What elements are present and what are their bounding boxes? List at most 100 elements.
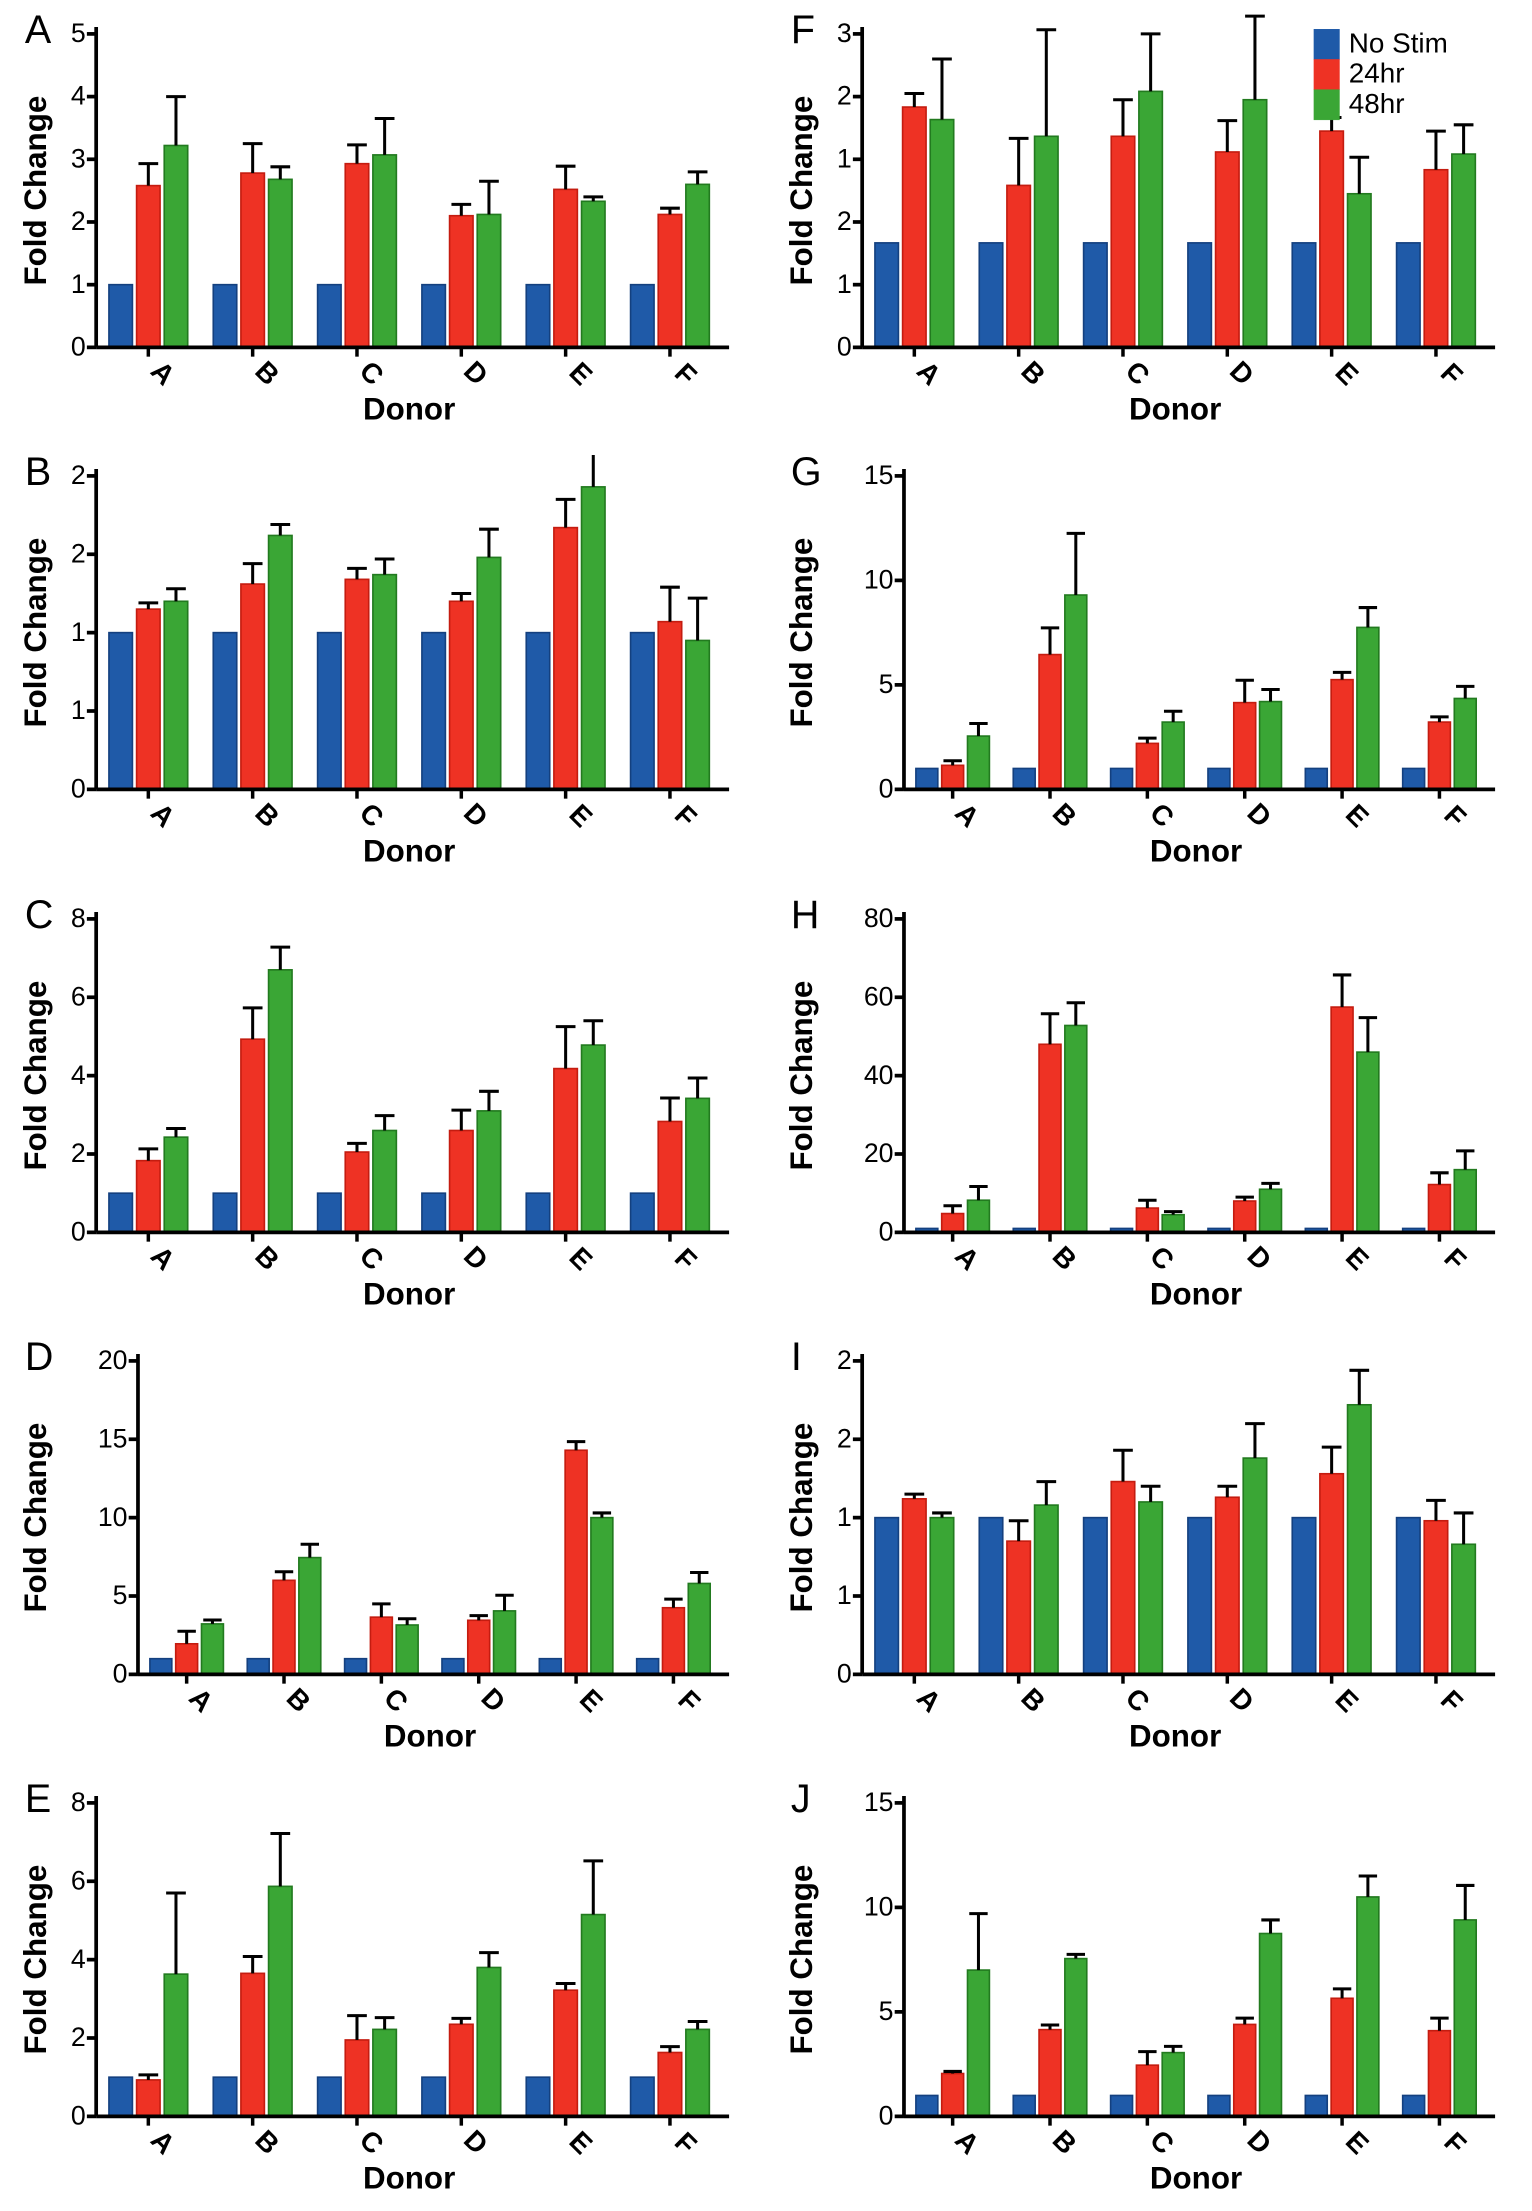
svg-text:D: D	[458, 2124, 494, 2160]
svg-text:A: A	[949, 2124, 985, 2160]
svg-text:E: E	[1329, 356, 1364, 391]
svg-text:2: 2	[71, 1138, 86, 1168]
svg-text:Donor: Donor	[363, 2160, 455, 2195]
svg-text:A: A	[911, 1682, 947, 1718]
svg-text:1: 1	[71, 617, 86, 647]
svg-text:B: B	[249, 355, 285, 391]
svg-text:E: E	[563, 798, 598, 833]
svg-text:C: C	[354, 355, 390, 391]
svg-text:10: 10	[864, 1892, 894, 1922]
svg-text:E: E	[1340, 798, 1375, 833]
svg-text:I: I	[791, 1340, 802, 1379]
svg-text:D: D	[475, 1682, 511, 1718]
svg-text:6: 6	[71, 1865, 86, 1895]
svg-text:C: C	[354, 1240, 390, 1276]
svg-text:Fold Change: Fold Change	[789, 1865, 819, 2055]
svg-text:J: J	[791, 1782, 811, 1821]
svg-text:F: F	[1438, 1242, 1472, 1276]
svg-text:1: 1	[837, 269, 852, 299]
svg-text:B: B	[1047, 2124, 1083, 2160]
svg-text:2: 2	[837, 81, 852, 111]
svg-text:E: E	[1340, 1241, 1375, 1276]
svg-text:15: 15	[98, 1423, 128, 1453]
svg-text:D: D	[458, 1240, 494, 1276]
svg-text:2: 2	[71, 206, 86, 236]
svg-text:C: C	[354, 2124, 390, 2160]
svg-text:Donor: Donor	[1150, 1276, 1242, 1311]
svg-text:0: 0	[837, 1658, 852, 1688]
svg-text:1: 1	[837, 1580, 852, 1610]
svg-text:A: A	[145, 2124, 181, 2160]
svg-text:2: 2	[71, 2022, 86, 2052]
svg-text:E: E	[563, 356, 598, 391]
svg-text:Donor: Donor	[1129, 1718, 1221, 1753]
svg-text:0: 0	[71, 2101, 86, 2131]
svg-text:2: 2	[71, 539, 86, 569]
svg-text:F: F	[672, 1684, 706, 1718]
svg-text:0: 0	[71, 332, 86, 362]
svg-text:C: C	[1144, 797, 1180, 833]
svg-text:B: B	[281, 1682, 317, 1718]
svg-text:B: B	[1015, 355, 1051, 391]
svg-text:F: F	[791, 13, 815, 52]
svg-text:F: F	[669, 800, 703, 834]
svg-text:A: A	[911, 355, 947, 391]
svg-text:Fold Change: Fold Change	[23, 1865, 53, 2055]
svg-text:Donor: Donor	[363, 392, 455, 427]
svg-text:0: 0	[71, 1216, 86, 1246]
svg-text:F: F	[1438, 800, 1472, 834]
svg-text:1: 1	[71, 269, 86, 299]
svg-text:C: C	[25, 898, 54, 937]
svg-text:C: C	[1144, 1240, 1180, 1276]
svg-text:Donor: Donor	[363, 834, 455, 869]
svg-text:B: B	[249, 1240, 285, 1276]
svg-text:C: C	[1120, 355, 1156, 391]
svg-text:0: 0	[879, 774, 894, 804]
svg-text:5: 5	[879, 669, 894, 699]
svg-text:5: 5	[71, 18, 86, 48]
svg-text:20: 20	[98, 1345, 128, 1375]
svg-text:8: 8	[71, 1787, 86, 1817]
svg-text:0: 0	[879, 2101, 894, 2131]
svg-text:D: D	[1224, 355, 1260, 391]
svg-text:A: A	[949, 797, 985, 833]
svg-text:0: 0	[113, 1658, 128, 1688]
svg-text:E: E	[563, 1241, 598, 1276]
svg-text:Donor: Donor	[1150, 2160, 1242, 2195]
svg-text:E: E	[563, 2125, 598, 2160]
svg-text:Fold Change: Fold Change	[789, 1423, 819, 1613]
svg-text:15: 15	[864, 1787, 894, 1817]
svg-text:E: E	[1340, 2125, 1375, 2160]
svg-text:Fold Change: Fold Change	[23, 980, 53, 1170]
svg-text:B: B	[1047, 797, 1083, 833]
svg-text:1: 1	[837, 1502, 852, 1532]
svg-text:F: F	[669, 1242, 703, 1276]
svg-text:10: 10	[864, 565, 894, 595]
svg-text:D: D	[1224, 1682, 1260, 1718]
svg-text:2: 2	[71, 460, 86, 490]
svg-text:D: D	[458, 797, 494, 833]
svg-text:Donor: Donor	[363, 1276, 455, 1311]
svg-text:80: 80	[864, 903, 894, 933]
svg-text:4: 4	[71, 81, 86, 111]
svg-text:B: B	[1015, 1682, 1051, 1718]
svg-text:Fold Change: Fold Change	[23, 538, 53, 728]
svg-text:15: 15	[864, 460, 894, 490]
svg-text:F: F	[669, 357, 703, 391]
svg-text:G: G	[791, 455, 822, 494]
svg-text:D: D	[1241, 2124, 1277, 2160]
svg-text:F: F	[1435, 1684, 1469, 1718]
svg-text:E: E	[25, 1782, 51, 1821]
svg-text:Donor: Donor	[384, 1718, 476, 1753]
svg-text:A: A	[145, 797, 181, 833]
svg-text:5: 5	[879, 1996, 894, 2026]
svg-text:1: 1	[837, 144, 852, 174]
svg-text:24hr: 24hr	[1349, 58, 1405, 89]
svg-text:C: C	[1120, 1682, 1156, 1718]
svg-text:0: 0	[879, 1216, 894, 1246]
svg-text:F: F	[1438, 2126, 1472, 2160]
svg-text:2: 2	[837, 206, 852, 236]
svg-text:A: A	[25, 13, 52, 52]
svg-text:D: D	[1241, 1240, 1277, 1276]
svg-text:Fold Change: Fold Change	[23, 1423, 53, 1613]
